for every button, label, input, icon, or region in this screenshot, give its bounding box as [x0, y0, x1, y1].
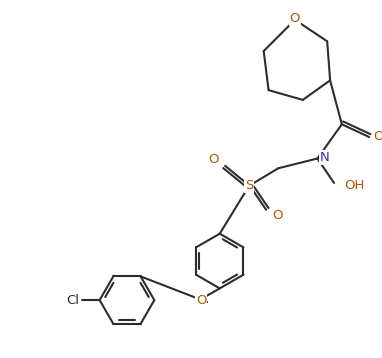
Text: O: O — [196, 294, 206, 306]
Text: O: O — [209, 153, 219, 166]
Text: OH: OH — [344, 179, 364, 192]
Text: N: N — [319, 151, 329, 164]
Text: O: O — [374, 130, 382, 142]
Text: O: O — [290, 12, 300, 25]
Text: O: O — [272, 209, 283, 222]
Text: S: S — [245, 179, 253, 192]
Text: Cl: Cl — [66, 294, 79, 306]
